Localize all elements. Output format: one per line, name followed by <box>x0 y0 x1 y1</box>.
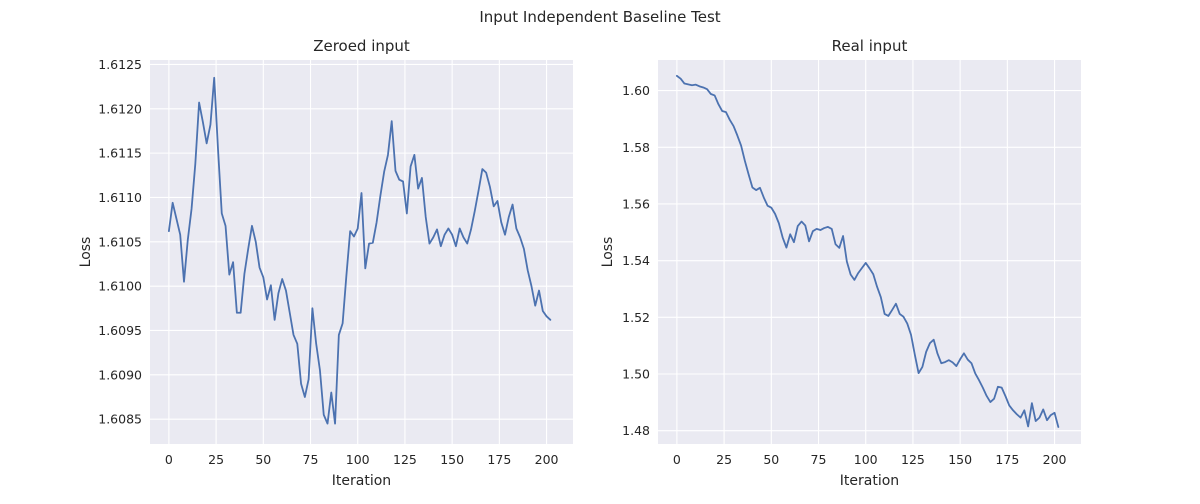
x-tick-label: 200 <box>535 452 559 467</box>
x-axis-label: Iteration <box>332 473 391 489</box>
y-tick-label: 1.6120 <box>98 101 142 116</box>
chart-title: Real input <box>832 37 908 55</box>
x-tick-label: 125 <box>393 452 417 467</box>
y-tick-label: 1.6110 <box>98 190 142 205</box>
y-tick-label: 1.58 <box>622 140 650 155</box>
series-line <box>675 74 1060 428</box>
y-tick-label: 1.6085 <box>98 412 142 427</box>
y-axis-label: Loss <box>600 237 616 268</box>
plot-area <box>658 60 1081 444</box>
y-tick-label: 1.6095 <box>98 323 142 338</box>
x-tick-label: 75 <box>303 452 319 467</box>
figure-suptitle: Input Independent Baseline Test <box>479 8 720 26</box>
y-tick-label: 1.48 <box>622 423 650 438</box>
y-tick-label: 1.56 <box>622 196 650 211</box>
y-tick-label: 1.6115 <box>98 146 142 161</box>
chart-panel-zeroed-input: 0 25 50 75 100 125 150 175 200 1.6085 1.6090 1.6095… <box>78 37 573 489</box>
x-tick-label: 125 <box>901 452 925 467</box>
x-tick-label: 0 <box>165 452 173 467</box>
x-tick-label: 150 <box>440 452 464 467</box>
y-tick-label: 1.60 <box>622 83 650 98</box>
y-axis-label: Loss <box>78 237 94 268</box>
chart-panel-real-input: 0 25 50 75 100 125 150 175 200 1.48 1.50 1.52 1.54 1.… <box>600 37 1081 489</box>
x-tick-label: 0 <box>673 452 681 467</box>
y-tick-label: 1.52 <box>622 310 650 325</box>
y-tick-label: 1.6125 <box>98 57 142 72</box>
y-tick-label: 1.6105 <box>98 234 142 249</box>
x-tick-label: 175 <box>487 452 511 467</box>
x-tick-label: 175 <box>995 452 1019 467</box>
x-tick-label: 150 <box>948 452 972 467</box>
y-tick-label: 1.54 <box>622 253 650 268</box>
x-tick-label: 50 <box>763 452 779 467</box>
x-tick-label: 25 <box>716 452 732 467</box>
x-tick-label: 100 <box>854 452 878 467</box>
y-tick-label: 1.6090 <box>98 367 142 382</box>
y-tick-label: 1.6100 <box>98 279 142 294</box>
x-tick-label: 50 <box>255 452 271 467</box>
y-tick-label: 1.50 <box>622 367 650 382</box>
chart-title: Zeroed input <box>313 37 410 55</box>
x-tick-label: 200 <box>1043 452 1067 467</box>
x-tick-label: 100 <box>346 452 370 467</box>
x-tick-label: 75 <box>811 452 827 467</box>
x-axis-label: Iteration <box>840 473 899 489</box>
x-tick-label: 25 <box>208 452 224 467</box>
plot-area <box>150 60 573 444</box>
series-line <box>167 76 552 425</box>
